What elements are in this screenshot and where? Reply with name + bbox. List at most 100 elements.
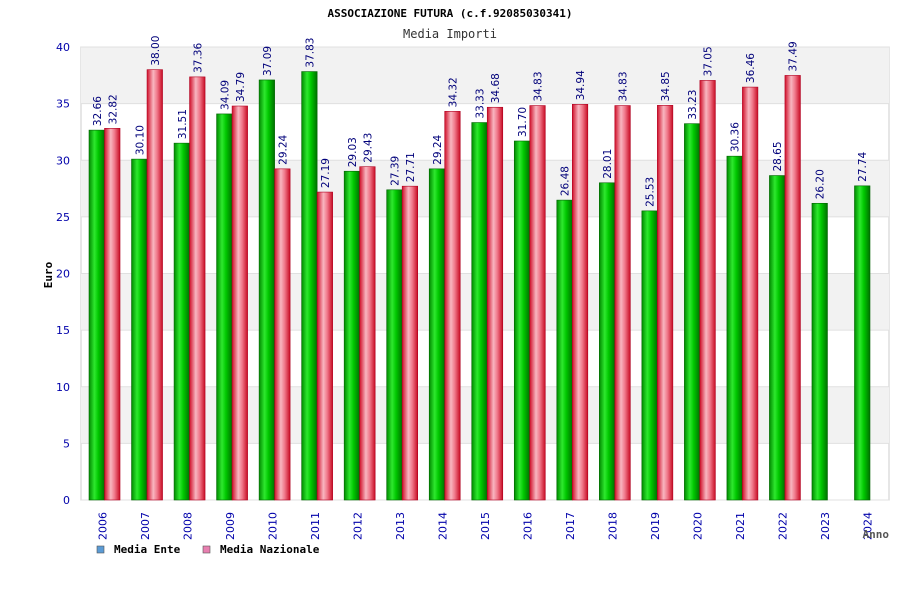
- y-tick-label: 5: [63, 437, 70, 450]
- x-axis-label: Anno: [863, 528, 890, 541]
- bar-value-label: 30.36: [730, 122, 742, 152]
- bar-media-nazionale: [529, 105, 546, 501]
- y-tick-label: 20: [56, 268, 70, 281]
- bar-value-label: 37.09: [262, 46, 274, 76]
- bar-media-ente: [769, 175, 786, 501]
- bar-media-nazionale: [742, 86, 759, 501]
- bar-media-ente: [386, 189, 403, 501]
- bar-media-nazionale: [699, 80, 716, 501]
- y-tick-label: 40: [56, 41, 70, 54]
- legend-swatch: [202, 545, 211, 554]
- bar-media-nazionale: [614, 105, 631, 501]
- x-tick-label: 2024: [862, 512, 875, 540]
- x-tick-label: 2008: [181, 512, 194, 540]
- x-axis-ticks: 2006 2007 2008 2009 2010 2011 2012 2013 2014 2015…: [96, 512, 874, 540]
- y-tick-label: 10: [56, 381, 70, 394]
- bar-media-ente: [258, 79, 275, 501]
- bar-media-ente: [343, 170, 360, 501]
- bar-value-label: 33.23: [687, 90, 699, 120]
- bar-value-label: 37.36: [192, 43, 204, 73]
- bar-value-label: 31.51: [177, 109, 189, 139]
- bar-value-label: 29.24: [432, 134, 444, 164]
- legend-label: Media Ente: [114, 543, 181, 556]
- bar-media-ente: [726, 155, 743, 501]
- bar-value-label: 26.20: [815, 169, 827, 199]
- bar-value-label: 28.65: [772, 141, 784, 171]
- bar-value-label: 29.43: [362, 133, 374, 163]
- bar-value-label: 33.33: [475, 88, 487, 118]
- y-tick-label: 30: [56, 154, 70, 167]
- bar-media-nazionale: [274, 168, 291, 501]
- bars: [88, 69, 871, 501]
- bar-value-label: 34.83: [533, 71, 545, 101]
- y-tick-label: 15: [56, 324, 70, 337]
- x-tick-label: 2019: [649, 512, 662, 540]
- x-tick-label: 2015: [479, 512, 492, 540]
- bar-value-label: 34.79: [235, 72, 247, 102]
- bar-value-label: 37.05: [703, 46, 715, 76]
- bar-value-label: 32.66: [92, 96, 104, 126]
- bar-media-ente: [599, 182, 616, 501]
- x-tick-label: 2007: [139, 512, 152, 540]
- x-tick-label: 2013: [394, 512, 407, 540]
- bar-media-nazionale: [104, 128, 121, 501]
- bar-value-label: 27.74: [857, 151, 869, 181]
- bar-media-ente: [513, 140, 531, 501]
- bar-media-nazionale: [189, 76, 206, 501]
- x-tick-label: 2006: [96, 512, 109, 540]
- bar-media-ente: [131, 158, 148, 501]
- bar-value-label: 29.03: [347, 137, 359, 167]
- x-tick-label: 2017: [564, 512, 577, 540]
- bar-media-ente: [811, 202, 828, 501]
- y-tick-label: 35: [56, 98, 70, 111]
- bar-media-ente: [216, 113, 233, 501]
- bar-value-label: 37.49: [788, 41, 800, 71]
- bar-value-label: 34.85: [660, 71, 672, 101]
- bar-media-nazionale: [784, 75, 801, 501]
- y-axis-ticks: 0 5 10 15 20 25 30 35 40: [56, 41, 70, 507]
- x-tick-label: 2012: [351, 512, 364, 540]
- bar-value-labels: 32.66 32.82 30.10 38.00 31.51 37.36 34.09 34.79…: [92, 36, 869, 207]
- bar-value-label: 38.00: [150, 36, 162, 66]
- bar-media-ente: [556, 199, 573, 501]
- x-tick-label: 2023: [819, 512, 832, 540]
- y-tick-label: 0: [63, 494, 70, 507]
- legend: Media Ente Media Nazionale: [96, 543, 320, 556]
- bar-media-ente: [301, 71, 318, 501]
- bar-value-label: 30.10: [134, 125, 146, 155]
- bar-media-ente: [471, 122, 488, 501]
- bar-value-label: 34.83: [618, 71, 630, 101]
- bar-media-nazionale: [572, 104, 589, 501]
- bar-value-label: 29.24: [277, 134, 289, 164]
- bar-media-ente: [854, 185, 871, 501]
- x-tick-label: 2018: [607, 512, 620, 540]
- bar-value-label: 28.01: [602, 149, 614, 179]
- bar-value-label: 25.53: [645, 177, 657, 207]
- x-tick-label: 2010: [266, 512, 279, 540]
- bar-media-ente: [173, 142, 190, 501]
- x-tick-label: 2014: [436, 512, 449, 540]
- bar-value-label: 34.68: [490, 73, 502, 103]
- bar-media-nazionale: [146, 69, 163, 501]
- x-tick-label: 2011: [309, 512, 322, 540]
- bar-value-label: 32.82: [107, 94, 119, 124]
- x-tick-label: 2016: [522, 512, 535, 540]
- bar-value-label: 34.94: [575, 70, 587, 100]
- x-tick-label: 2020: [692, 512, 705, 540]
- bar-media-nazionale: [401, 185, 418, 501]
- x-tick-label: 2021: [734, 512, 747, 540]
- bar-value-label: 37.83: [304, 38, 316, 68]
- legend-swatch: [96, 545, 105, 554]
- bar-media-ente: [641, 210, 658, 501]
- bar-value-label: 34.32: [447, 77, 459, 107]
- bar-value-label: 31.70: [517, 107, 529, 137]
- x-tick-label: 2022: [777, 512, 790, 540]
- bar-value-label: 27.19: [320, 158, 332, 188]
- bar-value-label: 34.09: [219, 80, 231, 110]
- x-tick-label: 2009: [224, 512, 237, 540]
- bar-value-label: 27.39: [389, 156, 401, 186]
- bar-value-label: 36.46: [745, 53, 757, 83]
- bar-media-nazionale: [359, 166, 376, 501]
- legend-label: Media Nazionale: [220, 543, 320, 556]
